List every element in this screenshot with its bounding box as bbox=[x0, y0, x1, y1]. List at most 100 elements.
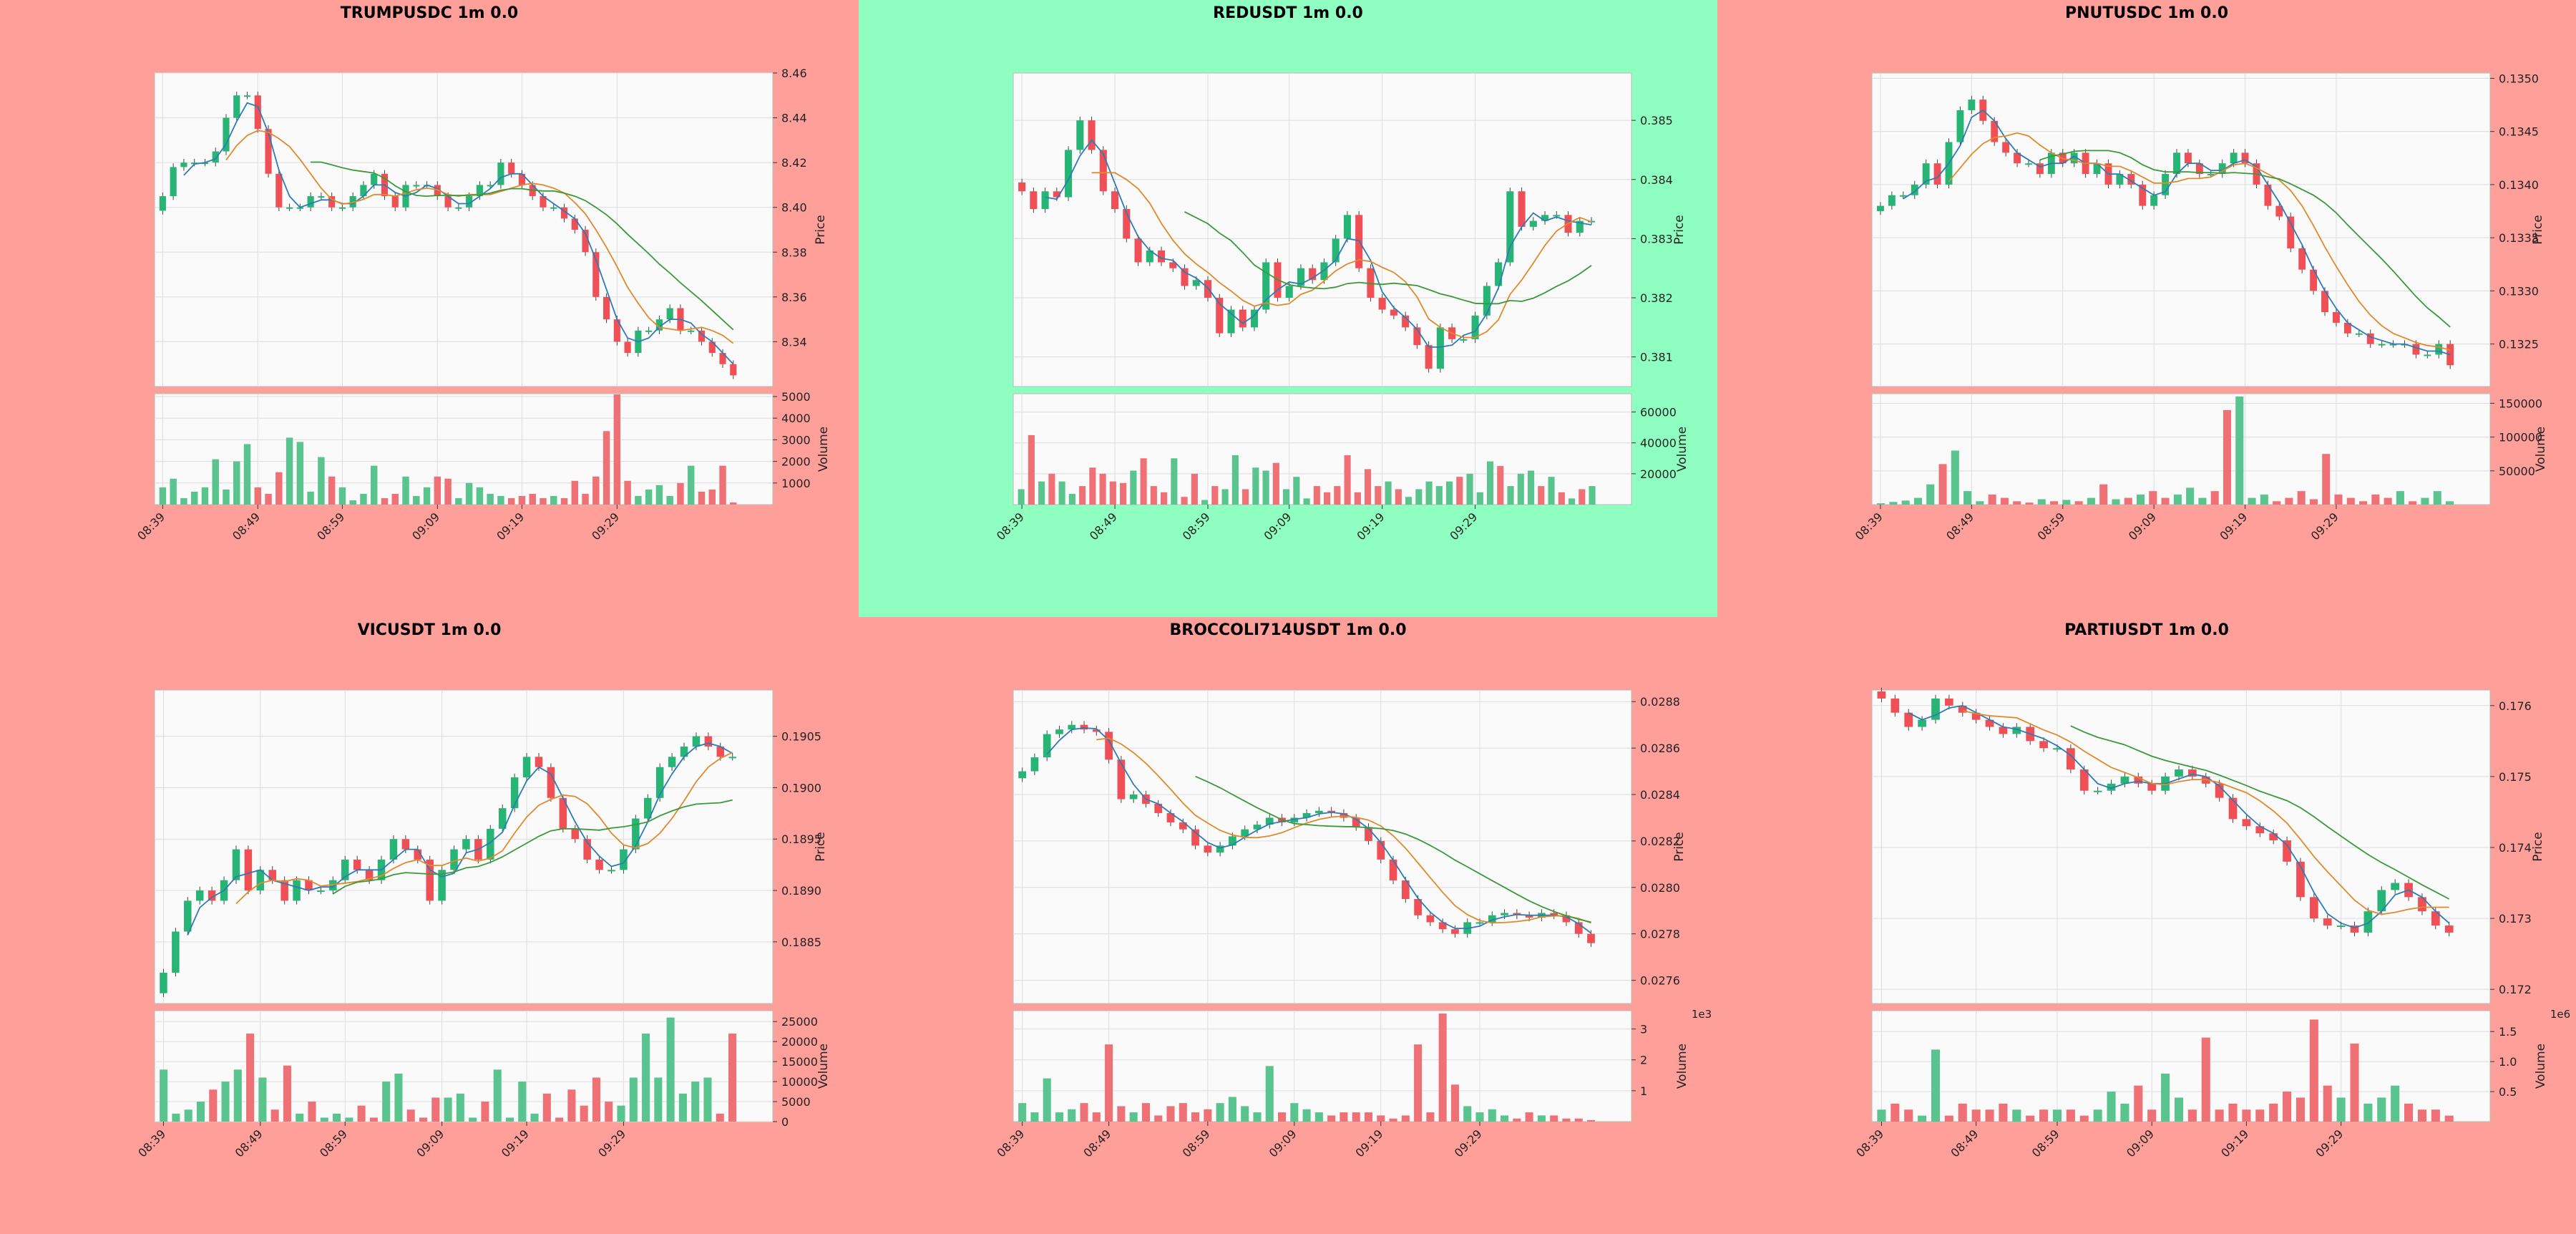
candle-body bbox=[2241, 152, 2249, 164]
candle-body bbox=[1030, 191, 1038, 210]
volume-tick-label: 60000 bbox=[1640, 406, 1677, 419]
candle-body bbox=[1562, 915, 1571, 923]
volume-bar bbox=[444, 478, 452, 505]
candle-body bbox=[1117, 759, 1126, 800]
volume-bar bbox=[465, 482, 473, 505]
volume-bar bbox=[555, 1117, 564, 1122]
volume-bar bbox=[1414, 1044, 1423, 1122]
volume-bar bbox=[2255, 1109, 2265, 1122]
candle-body bbox=[1451, 929, 1459, 934]
candle-body bbox=[233, 95, 240, 118]
sma-slow-line bbox=[1184, 211, 1592, 305]
volume-bar bbox=[2309, 1019, 2318, 1122]
volume-bar bbox=[1018, 489, 1025, 505]
candle-body bbox=[2070, 152, 2078, 164]
volume-tick-label: 5000 bbox=[781, 390, 811, 404]
volume-bar bbox=[540, 497, 547, 505]
volume-bar bbox=[1976, 501, 1984, 505]
x-tick-label: 08:59 bbox=[1180, 1127, 1213, 1160]
volume-bar bbox=[201, 487, 209, 505]
candle-body bbox=[508, 162, 515, 174]
volume-bar bbox=[2421, 497, 2429, 505]
volume-bar bbox=[2124, 497, 2132, 505]
volume-bar bbox=[1890, 1103, 1900, 1122]
volume-bar bbox=[617, 1105, 625, 1122]
candle-body bbox=[2218, 163, 2226, 175]
candle-body bbox=[329, 880, 337, 891]
volume-bar bbox=[1538, 486, 1545, 505]
volume-bar bbox=[2093, 1109, 2102, 1122]
candle-body bbox=[624, 341, 631, 354]
volume-bar bbox=[419, 1117, 428, 1122]
price-tick-label: 8.40 bbox=[781, 201, 807, 215]
volume-tick-label: 5000 bbox=[781, 1095, 811, 1109]
volume-tick-label: 100000 bbox=[2499, 431, 2542, 444]
candle-body bbox=[1253, 825, 1262, 830]
volume-bar bbox=[2445, 501, 2454, 505]
volume-multiplier: 1e3 bbox=[1692, 1008, 1712, 1021]
candle-body bbox=[1181, 268, 1189, 286]
candle-body bbox=[2287, 216, 2295, 248]
volume-bar bbox=[180, 497, 187, 505]
candle-body bbox=[571, 218, 578, 230]
x-tick-label: 09:29 bbox=[595, 1127, 628, 1160]
volume-bar bbox=[2052, 1109, 2062, 1122]
volume-bar bbox=[270, 1109, 279, 1122]
candle-body bbox=[172, 931, 180, 973]
volume-bar bbox=[338, 487, 346, 505]
candle-body bbox=[2309, 897, 2318, 919]
candle-body bbox=[592, 252, 600, 297]
candle-body bbox=[1080, 724, 1088, 730]
candle-body bbox=[2230, 152, 2238, 164]
volume-bar bbox=[529, 493, 536, 505]
candle-body bbox=[455, 207, 462, 209]
candle-body bbox=[2053, 748, 2062, 750]
volume-bar bbox=[1527, 470, 1535, 505]
candle-body bbox=[498, 808, 507, 829]
candle-body bbox=[401, 839, 410, 850]
sma-fast-line bbox=[183, 102, 734, 365]
candle-body bbox=[2323, 918, 2332, 926]
volume-bar bbox=[708, 489, 716, 505]
candle-body bbox=[704, 736, 713, 747]
candle-body bbox=[1888, 195, 1896, 206]
volume-bar bbox=[1150, 486, 1157, 505]
volume-bar bbox=[2248, 497, 2256, 505]
volume-bar bbox=[333, 1113, 341, 1122]
volume-bar bbox=[2187, 1109, 2197, 1122]
volume-bar bbox=[320, 1117, 328, 1122]
x-tick-label: 08:59 bbox=[317, 1127, 350, 1160]
volume-bar bbox=[1290, 1103, 1299, 1122]
volume-bar bbox=[691, 1082, 700, 1122]
volume-bar bbox=[1562, 1118, 1571, 1122]
candle-body bbox=[466, 196, 473, 208]
price-tick-label: 0.381 bbox=[1640, 351, 1673, 364]
volume-tick-label: 0 bbox=[781, 1115, 789, 1129]
candle-body bbox=[184, 900, 192, 932]
candle-body bbox=[307, 196, 314, 208]
price-tick-label: 0.385 bbox=[1640, 114, 1673, 127]
candle-body bbox=[1265, 817, 1274, 825]
sma-slow-line bbox=[332, 799, 733, 895]
candle-body bbox=[1092, 729, 1101, 732]
volume-bar bbox=[2260, 494, 2268, 505]
candle-body bbox=[191, 162, 198, 165]
volume-bar bbox=[382, 1082, 391, 1122]
x-tick-label: 08:39 bbox=[135, 510, 167, 543]
volume-bar bbox=[1130, 470, 1137, 505]
price-tick-label: 0.1890 bbox=[781, 884, 821, 898]
price-tick-label: 0.0280 bbox=[1640, 881, 1680, 895]
candle-body bbox=[547, 767, 555, 798]
candle-body bbox=[1377, 840, 1385, 860]
candle-body bbox=[1241, 829, 1249, 837]
volume-bar bbox=[444, 1097, 452, 1122]
candle-body bbox=[1425, 345, 1433, 369]
candle-body bbox=[692, 736, 701, 747]
volume-tick-label: 10000 bbox=[781, 1075, 818, 1089]
volume-bar bbox=[1445, 481, 1453, 505]
candle-body bbox=[353, 859, 361, 870]
candle-body bbox=[1191, 829, 1199, 846]
volume-bar bbox=[1389, 1118, 1397, 1122]
candle-body bbox=[1309, 268, 1317, 281]
candle-body bbox=[360, 185, 367, 197]
